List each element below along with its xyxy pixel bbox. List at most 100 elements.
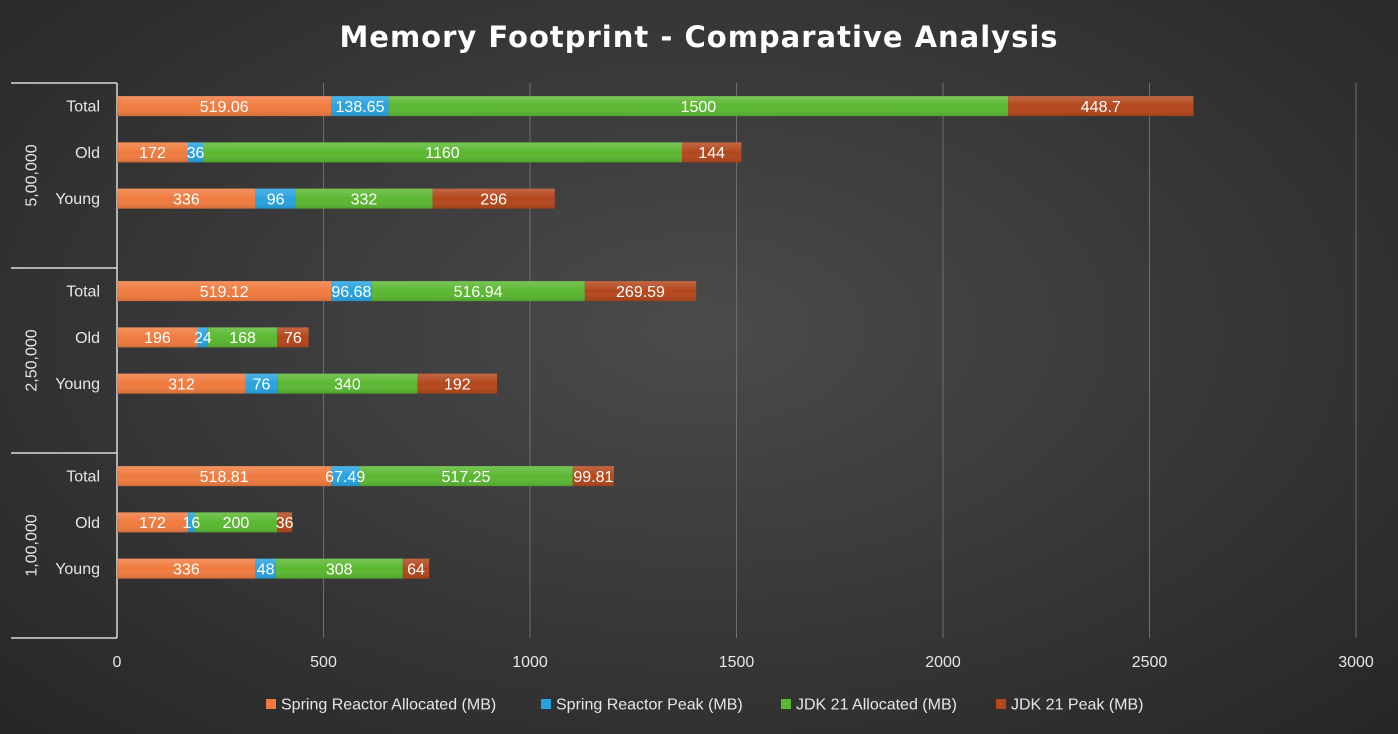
bar-sheen (255, 558, 276, 579)
data-label-jdk-21-peak-mb: 36 (276, 515, 294, 532)
x-tick-label: 1000 (512, 654, 548, 671)
data-label-spring-reactor-allocated-mb: 312 (168, 376, 195, 393)
data-label-jdk-21-allocated-mb: 517.25 (441, 469, 490, 486)
bar-sheen (331, 281, 372, 302)
bar-sheen (359, 466, 573, 487)
labels-layer: 519.06 138.65 1500 448.7 172 36 1160 144 336 96 33… (139, 99, 1121, 579)
chart-title: Memory Footprint - Comparative Analysis (339, 20, 1058, 54)
data-label-spring-reactor-allocated-mb: 172 (139, 515, 166, 532)
category-label-old: Old (75, 515, 100, 532)
data-label-jdk-21-peak-mb: 296 (480, 191, 507, 208)
legend-item-spring-reactor-allocated-mb[interactable]: Spring Reactor Allocated (MB) (266, 697, 496, 714)
legend: Spring Reactor Allocated (MB) Spring Reac… (266, 697, 1143, 714)
data-label-jdk-21-allocated-mb: 308 (326, 561, 353, 578)
x-tick-label: 1500 (719, 654, 755, 671)
legend-item-jdk-21-peak-mb[interactable]: JDK 21 Peak (MB) (996, 697, 1143, 714)
bar-sheen (197, 327, 208, 348)
legend-label: Spring Reactor Allocated (MB) (281, 697, 496, 714)
bars-layer (117, 96, 1194, 579)
x-tick-label: 500 (310, 654, 337, 671)
bar-sheen (417, 373, 497, 394)
legend-label: JDK 21 Allocated (MB) (796, 697, 957, 714)
data-label-jdk-21-peak-mb: 269.59 (616, 284, 665, 301)
data-label-spring-reactor-allocated-mb: 336 (173, 561, 200, 578)
data-label-jdk-21-peak-mb: 192 (444, 376, 471, 393)
data-label-jdk-21-allocated-mb: 332 (351, 191, 378, 208)
bar-sheen (388, 96, 1009, 117)
data-label-jdk-21-peak-mb: 144 (698, 145, 725, 162)
category-label-old: Old (75, 145, 100, 162)
data-label-jdk-21-peak-mb: 76 (284, 330, 302, 347)
legend-label: JDK 21 Peak (MB) (1011, 697, 1143, 714)
data-label-jdk-21-peak-mb: 448.7 (1081, 99, 1121, 116)
bar-sheen (277, 373, 418, 394)
data-label-spring-reactor-allocated-mb: 519.06 (200, 99, 249, 116)
data-label-jdk-21-allocated-mb: 1160 (425, 145, 460, 162)
bar-sheen (117, 512, 189, 533)
bar-sheen (117, 281, 332, 302)
bar-sheen (117, 558, 256, 579)
axis-layer: 0 500 1000 1500 2000 2500 3000 5,00,000 Total Old… (11, 82, 1374, 671)
bar-sheen (572, 466, 614, 487)
bar-sheen (188, 512, 195, 533)
category-label-young: Young (55, 376, 100, 393)
bar-sheen (117, 96, 332, 117)
bar-sheen (117, 142, 189, 163)
data-label-spring-reactor-allocated-mb: 172 (139, 145, 166, 162)
data-label-spring-reactor-peak-mb: 16 (182, 515, 200, 532)
bar-sheen (117, 327, 198, 348)
x-tick-label: 2000 (925, 654, 961, 671)
legend-swatch (541, 699, 551, 709)
data-label-spring-reactor-allocated-mb: 336 (173, 191, 200, 208)
data-label-spring-reactor-peak-mb: 48 (257, 561, 275, 578)
bar-sheen (681, 142, 742, 163)
data-label-spring-reactor-peak-mb: 67.49 (325, 469, 365, 486)
bar-sheen (371, 281, 585, 302)
x-tick-label: 3000 (1338, 654, 1374, 671)
bar-sheen (255, 188, 296, 209)
data-label-spring-reactor-peak-mb: 96 (267, 191, 285, 208)
data-label-spring-reactor-peak-mb: 36 (187, 145, 205, 162)
group-label-5-00-000: 5,00,000 (24, 144, 41, 206)
x-tick-label: 0 (113, 654, 122, 671)
x-tick-label: 2500 (1132, 654, 1168, 671)
legend-swatch (996, 699, 1006, 709)
category-label-old: Old (75, 330, 100, 347)
bar-sheen (188, 142, 203, 163)
group-label-2-50-000: 2,50,000 (24, 329, 41, 391)
bar-sheen (295, 188, 433, 209)
bar-sheen (402, 558, 430, 579)
bar-sheen (275, 558, 403, 579)
data-label-jdk-21-peak-mb: 99.81 (573, 469, 613, 486)
data-label-spring-reactor-peak-mb: 76 (253, 376, 271, 393)
bar-sheen (117, 188, 256, 209)
data-label-jdk-21-allocated-mb: 340 (334, 376, 361, 393)
category-label-young: Young (55, 561, 100, 578)
category-label-young: Young (55, 191, 100, 208)
bar-sheen (207, 327, 278, 348)
bar-sheen (331, 96, 389, 117)
bar-sheen (331, 466, 360, 487)
legend-item-jdk-21-allocated-mb[interactable]: JDK 21 Allocated (MB) (781, 697, 957, 714)
legend-swatch (266, 699, 276, 709)
bar-sheen (117, 373, 246, 394)
data-label-spring-reactor-peak-mb: 24 (194, 330, 212, 347)
bar-sheen (245, 373, 278, 394)
data-label-jdk-21-allocated-mb: 168 (229, 330, 256, 347)
data-label-jdk-21-allocated-mb: 1500 (681, 99, 717, 116)
data-label-spring-reactor-allocated-mb: 518.81 (200, 469, 249, 486)
data-label-jdk-21-peak-mb: 64 (407, 561, 425, 578)
legend-item-spring-reactor-peak-mb[interactable]: Spring Reactor Peak (MB) (541, 697, 743, 714)
legend-swatch (781, 699, 791, 709)
data-label-spring-reactor-allocated-mb: 196 (144, 330, 171, 347)
bar-sheen (117, 466, 332, 487)
data-label-spring-reactor-peak-mb: 96.68 (331, 284, 371, 301)
bar-sheen (584, 281, 697, 302)
grid-layer (323, 83, 1357, 638)
bar-sheen (202, 142, 682, 163)
bar-sheen (1008, 96, 1194, 117)
bar-sheen (277, 512, 293, 533)
data-label-spring-reactor-peak-mb: 138.65 (336, 99, 385, 116)
